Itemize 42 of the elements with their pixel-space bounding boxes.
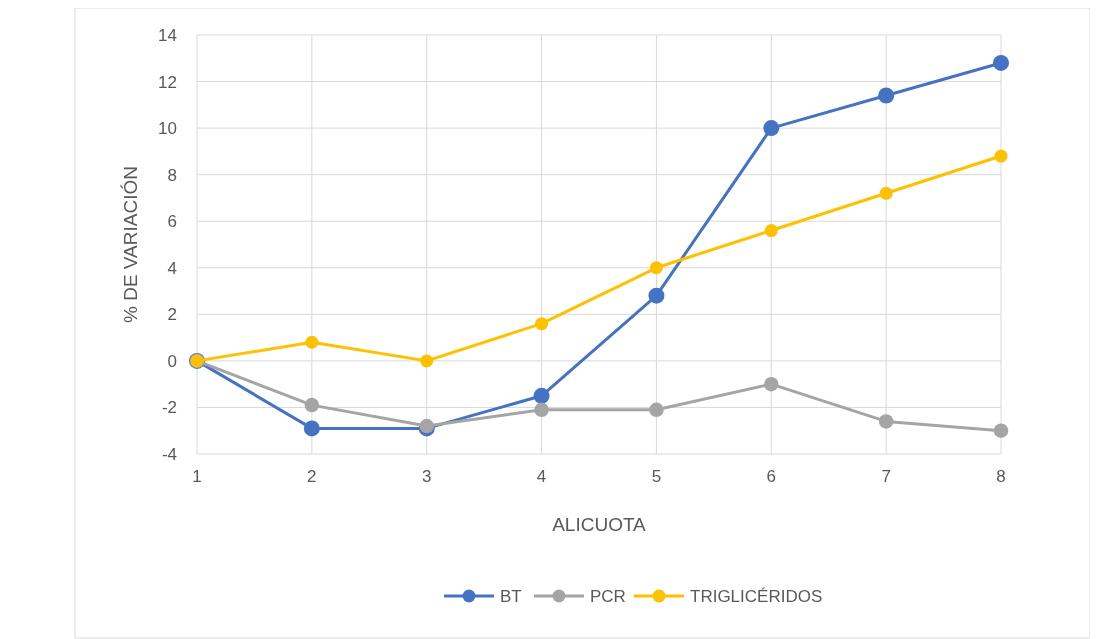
legend-label: TRIGLICÉRIDOS <box>690 586 823 606</box>
point <box>535 317 549 331</box>
y-axis-title: % DE VARIACIÓN <box>120 166 141 323</box>
point <box>763 120 780 137</box>
x-tick-label: 7 <box>881 467 891 486</box>
x-tick-label: 4 <box>536 467 547 486</box>
point <box>993 423 1009 438</box>
point <box>764 224 778 238</box>
point <box>879 186 893 200</box>
y-tick-label: 12 <box>158 72 177 92</box>
y-tick-label: 6 <box>167 212 177 232</box>
point <box>304 397 320 413</box>
y-tick-label: 0 <box>167 351 177 371</box>
point <box>878 414 894 429</box>
point <box>649 261 663 275</box>
y-tick-label: 8 <box>167 165 177 185</box>
x-axis-title: ALICUOTA <box>552 514 647 535</box>
point <box>993 54 1009 71</box>
x-tick-label: 3 <box>421 467 432 486</box>
x-tick-label: 1 <box>192 467 202 486</box>
point <box>994 149 1008 163</box>
point <box>764 376 779 392</box>
x-tick-label: 5 <box>651 467 662 486</box>
point <box>878 87 895 104</box>
y-tick-label: -4 <box>161 444 177 464</box>
legend-label: BT <box>500 586 522 606</box>
point <box>533 387 550 404</box>
point <box>420 354 434 368</box>
x-tick-label: 8 <box>996 467 1006 486</box>
y-tick-label: 4 <box>167 258 177 278</box>
x-tick-label: 6 <box>766 467 777 486</box>
x-tick-label: 2 <box>307 467 317 486</box>
point <box>649 402 664 418</box>
point <box>648 287 665 304</box>
point <box>305 335 319 349</box>
y-tick-label: 14 <box>158 25 177 45</box>
point <box>303 420 320 437</box>
legend-label: PCR <box>590 586 626 606</box>
y-tick-label: -2 <box>161 398 177 418</box>
point <box>534 402 549 418</box>
y-tick-label: 10 <box>158 119 177 139</box>
y-tick-label: 2 <box>167 305 177 325</box>
